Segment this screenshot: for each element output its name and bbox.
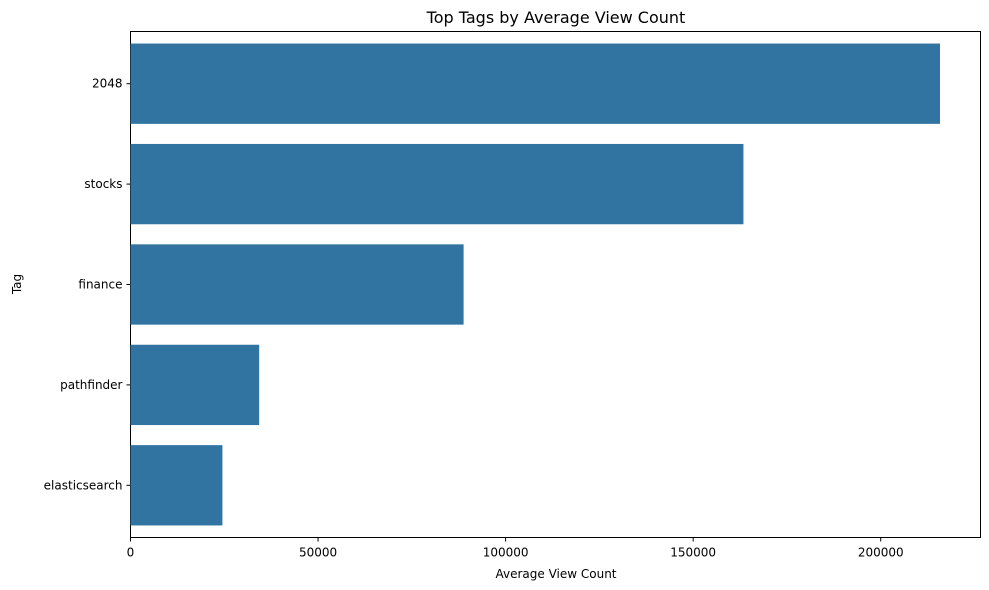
x-tick-label: 200000 <box>858 546 904 560</box>
y-axis-ticks: 2048 stocks finance pathfinder elasticsearch <box>44 77 131 492</box>
bar-stocks <box>130 143 744 225</box>
bars <box>130 43 940 526</box>
x-tick-label: 0 <box>127 546 135 560</box>
bar-finance <box>130 244 464 325</box>
y-tick-label: pathfinder <box>60 378 122 392</box>
bar-2048 <box>130 43 940 124</box>
x-tick-label: 150000 <box>670 546 716 560</box>
bar-pathfinder <box>130 344 260 426</box>
y-tick-label: elasticsearch <box>44 478 123 492</box>
x-tick-label: 100000 <box>483 546 529 560</box>
y-tick-label: finance <box>78 278 122 292</box>
x-axis-ticks: 0 50000 100000 150000 200000 <box>127 537 904 560</box>
chart-title: Top Tags by Average View Count <box>426 8 686 27</box>
y-tick-label: 2048 <box>92 77 123 91</box>
y-tick-label: stocks <box>84 177 122 191</box>
x-tick-label: 50000 <box>299 546 337 560</box>
y-axis-label: Tag <box>10 274 24 295</box>
bar-elasticsearch <box>130 445 223 526</box>
x-axis-label: Average View Count <box>495 567 616 581</box>
plot-area <box>130 31 981 538</box>
